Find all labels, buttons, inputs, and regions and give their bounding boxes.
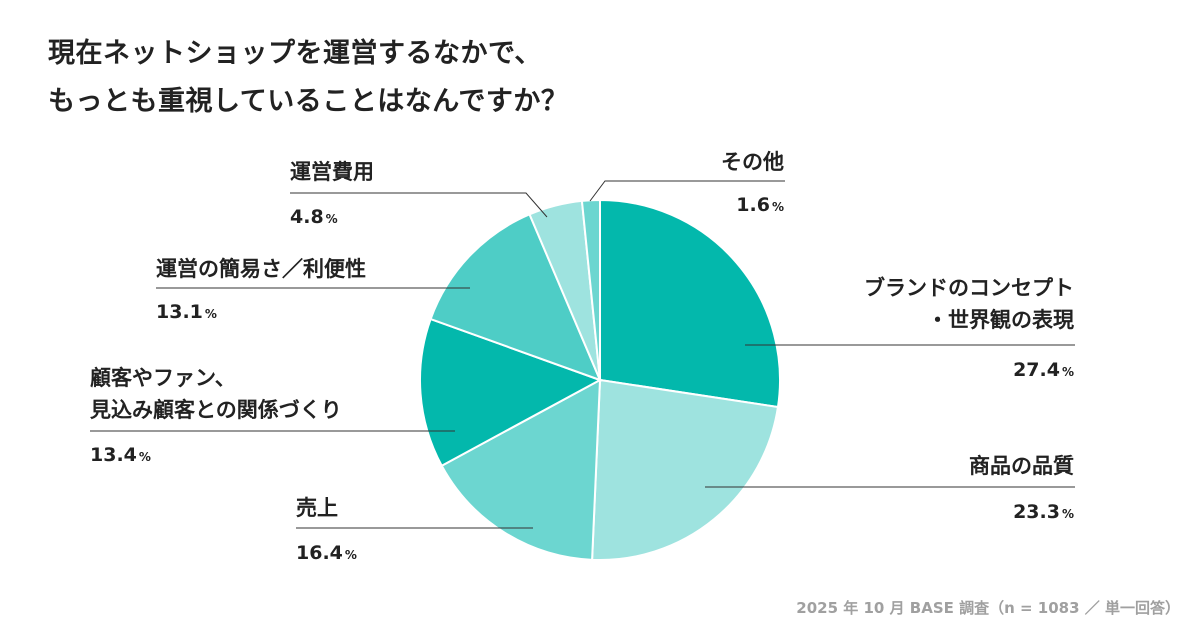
percent-sign: % [344, 548, 357, 562]
value-ease-of-operation-number: 13.1 [156, 301, 203, 323]
label-sales-line-1: 売上 [296, 496, 338, 520]
chart-title: 現在ネットショップを運営するなかで、 もっとも重視していることはなんですか？ [48, 30, 568, 126]
pie-slice-ease-of-operation [429, 213, 602, 382]
leader-line-other [589, 180, 785, 202]
percent-sign: % [204, 307, 217, 321]
survey-footnote: 2025 年 10 月 BASE 調査（n = 1083 ／ 単一回答） [796, 599, 1180, 617]
label-product-quality: 商品の品質 [969, 450, 1074, 482]
leader-line-operating-cost [290, 192, 548, 218]
value-operating-cost: 4.8% [290, 205, 338, 231]
pie-slice-customer-relations [419, 317, 603, 468]
label-brand-concept: ブランドのコンセプト ・世界観の表現 [864, 272, 1074, 336]
label-operating-cost-line-1: 運営費用 [290, 160, 374, 184]
value-product-quality-number: 23.3 [1013, 501, 1060, 523]
label-operating-cost: 運営費用 [290, 156, 374, 188]
value-brand-concept-number: 27.4 [1013, 359, 1060, 381]
label-ease-of-operation: 運営の簡易さ／利便性 [156, 253, 366, 285]
label-customer-relations-line-2: 見込み顧客との関係づくり [90, 398, 342, 422]
value-product-quality: 23.3% [1013, 500, 1074, 526]
value-customer-relations-number: 13.4 [90, 444, 137, 466]
value-customer-relations: 13.4% [90, 443, 151, 469]
value-sales: 16.4% [296, 541, 357, 567]
label-ease-of-operation-line-1: 運営の簡易さ／利便性 [156, 257, 366, 281]
chart-title-line-1: 現在ネットショップを運営するなかで、 [48, 38, 542, 69]
percent-sign: % [1061, 365, 1074, 379]
percent-sign: % [1061, 507, 1074, 521]
value-other: 1.6% [736, 193, 784, 219]
label-other-line-1: その他 [721, 150, 784, 174]
value-sales-number: 16.4 [296, 542, 343, 564]
pie-slice-sales [440, 378, 602, 561]
label-sales: 売上 [296, 492, 338, 524]
label-brand-concept-line-2: ・世界観の表現 [927, 308, 1074, 332]
pie-slice-product-quality [591, 378, 780, 561]
label-product-quality-line-1: 商品の品質 [969, 454, 1074, 478]
label-other: その他 [721, 146, 784, 178]
label-customer-relations: 顧客やファン、 見込み顧客との関係づくり [90, 362, 342, 426]
value-ease-of-operation: 13.1% [156, 300, 217, 326]
label-brand-concept-line-1: ブランドのコンセプト [864, 276, 1074, 300]
chart-title-line-2: もっとも重視していることはなんですか？ [48, 86, 569, 117]
pie-slice-brand-concept [599, 198, 781, 409]
value-other-number: 1.6 [736, 194, 770, 216]
value-operating-cost-number: 4.8 [290, 206, 324, 228]
value-brand-concept: 27.4% [1013, 358, 1074, 384]
percent-sign: % [771, 200, 784, 214]
percent-sign: % [325, 212, 338, 226]
label-customer-relations-line-1: 顧客やファン、 [90, 366, 236, 390]
percent-sign: % [138, 450, 151, 464]
